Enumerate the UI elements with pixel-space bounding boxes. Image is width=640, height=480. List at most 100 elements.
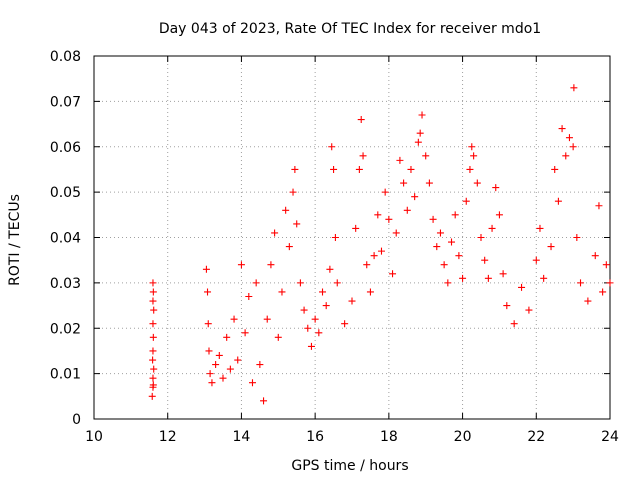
grid-lines xyxy=(94,56,610,419)
data-point xyxy=(422,152,430,160)
data-point xyxy=(311,315,319,323)
data-point xyxy=(256,361,264,369)
data-point xyxy=(206,370,214,378)
data-point xyxy=(400,179,408,187)
data-point xyxy=(499,270,507,278)
data-point xyxy=(599,288,607,296)
data-point xyxy=(319,288,327,296)
data-point xyxy=(149,297,157,305)
data-point xyxy=(562,152,570,160)
data-point xyxy=(436,229,444,237)
plot-frame xyxy=(93,55,611,420)
data-point xyxy=(532,256,540,264)
data-point xyxy=(389,270,397,278)
data-point xyxy=(285,243,293,251)
data-point xyxy=(230,315,238,323)
x-tick-label: 18 xyxy=(380,429,398,445)
data-point xyxy=(263,315,271,323)
data-point xyxy=(245,292,253,300)
chart-title: Day 043 of 2023, Rate Of TEC Index for r… xyxy=(159,21,541,37)
data-point xyxy=(357,116,365,124)
data-point xyxy=(440,261,448,269)
y-tick-label: 0.08 xyxy=(50,49,81,65)
data-point xyxy=(333,279,341,287)
data-point xyxy=(492,184,500,192)
data-point xyxy=(149,288,157,296)
data-point xyxy=(477,234,485,241)
data-point xyxy=(558,125,566,133)
data-point xyxy=(425,179,433,187)
data-point xyxy=(470,152,478,160)
y-tick-label: 0.04 xyxy=(50,231,81,247)
data-point xyxy=(260,397,268,405)
data-point xyxy=(602,261,610,269)
data-point xyxy=(462,197,470,205)
data-point xyxy=(150,365,158,373)
data-point xyxy=(518,283,526,291)
data-point xyxy=(374,211,382,219)
data-point xyxy=(234,356,242,364)
data-point xyxy=(392,229,400,237)
data-point xyxy=(503,302,511,310)
data-point xyxy=(215,351,223,359)
data-point xyxy=(271,229,279,237)
data-point xyxy=(226,365,234,373)
data-point xyxy=(355,165,363,173)
data-point xyxy=(429,215,437,223)
data-point xyxy=(414,138,422,146)
data-point xyxy=(274,333,282,341)
data-point xyxy=(418,111,426,119)
data-point xyxy=(466,165,474,173)
x-tick-label: 14 xyxy=(233,429,251,445)
data-point xyxy=(341,320,349,328)
data-point xyxy=(525,306,533,314)
y-tick-label: 0.06 xyxy=(50,140,81,156)
data-point xyxy=(377,247,385,255)
data-point xyxy=(300,306,308,314)
x-tick-label: 12 xyxy=(159,429,177,445)
data-point xyxy=(241,329,249,337)
data-point xyxy=(304,324,312,332)
y-tick-label: 0.02 xyxy=(50,321,81,337)
y-tick-label: 0.07 xyxy=(50,94,81,110)
data-point xyxy=(149,279,157,287)
axis-ticks xyxy=(93,55,611,420)
x-tick-label: 16 xyxy=(306,429,324,445)
data-point xyxy=(212,361,220,369)
x-tick-label: 22 xyxy=(527,429,545,445)
data-point xyxy=(451,211,459,219)
data-point xyxy=(403,206,411,214)
data-point xyxy=(569,143,577,151)
data-point xyxy=(484,274,492,282)
data-point xyxy=(149,356,157,364)
data-point xyxy=(407,165,415,173)
x-tick-label: 24 xyxy=(601,429,619,445)
data-point xyxy=(510,320,518,328)
data-point xyxy=(149,333,157,341)
data-point xyxy=(328,143,336,151)
data-point xyxy=(150,306,158,314)
data-point xyxy=(495,211,503,219)
data-point xyxy=(459,274,467,282)
data-point xyxy=(540,274,548,282)
data-point xyxy=(481,256,489,264)
data-point xyxy=(149,347,157,355)
data-point xyxy=(363,261,371,269)
data-point xyxy=(208,379,216,387)
data-point xyxy=(444,279,452,287)
data-point xyxy=(204,320,212,328)
data-point xyxy=(366,288,374,296)
data-point xyxy=(331,234,339,241)
data-point xyxy=(359,152,367,160)
data-point xyxy=(282,206,290,214)
data-point xyxy=(237,261,245,269)
data-point xyxy=(554,197,562,205)
data-point xyxy=(468,143,476,151)
data-point xyxy=(149,320,157,328)
data-point xyxy=(396,156,404,164)
data-point xyxy=(536,224,544,232)
data-point xyxy=(565,134,573,142)
y-tick-label: 0.03 xyxy=(50,276,81,292)
data-point xyxy=(278,288,286,296)
data-point xyxy=(551,165,559,173)
